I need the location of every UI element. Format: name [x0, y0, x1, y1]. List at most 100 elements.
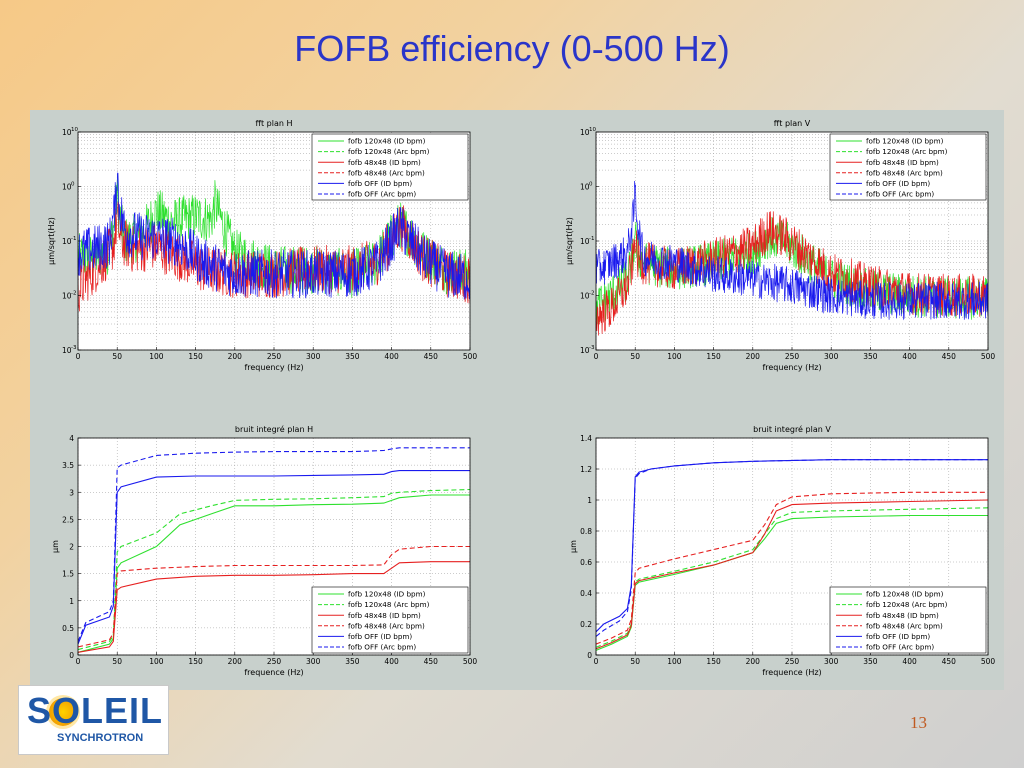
series-group: [78, 447, 470, 653]
series-line: [78, 545, 470, 648]
x-tick-label: 450: [942, 657, 957, 666]
y-tick-label-exp: -3: [71, 345, 77, 351]
y-tick-label-base: 10: [62, 183, 72, 192]
x-tick-label: 350: [345, 657, 360, 666]
x-axis-label: frequence (Hz): [244, 668, 303, 677]
x-tick-label: 100: [667, 657, 682, 666]
page-number: 13: [910, 713, 927, 732]
legend-box: [829, 133, 987, 201]
x-tick-label: 0: [594, 352, 599, 361]
y-axis-label: μm: [51, 540, 60, 553]
chart-3: 0 50 100 150 200 250 300 350 400 450 500 0 0.5 1 1.5 2 2…: [51, 424, 477, 677]
y-tick-label: 4: [69, 434, 74, 443]
y-tick-label: 1.4: [580, 434, 592, 443]
series-line: [78, 172, 470, 300]
y-tick-label-base: 10: [580, 128, 590, 137]
y-tick-label-base: 10: [580, 346, 590, 355]
logo-subtitle: SYNCHROTRON: [57, 732, 144, 744]
x-axis-label: frequence (Hz): [762, 668, 821, 677]
legend: fofb 120x48 (ID bpm)fofb 120x48 (Arc bpm…: [311, 586, 469, 654]
y-axis-label: μm/sqrt(Hz): [565, 217, 574, 265]
series-line: [596, 180, 988, 321]
y-tick-label-base: 10: [62, 237, 72, 246]
x-tick-label: 50: [630, 657, 640, 666]
legend-box: [311, 133, 469, 201]
legend-label: fofb 120x48 (Arc bpm): [866, 600, 948, 609]
chart-title: bruit integré plan H: [235, 424, 313, 434]
legend-label: fofb 48x48 (Arc bpm): [348, 621, 425, 630]
logo-text: SOLEIL: [27, 690, 164, 731]
legend-label: fofb 120x48 (ID bpm): [866, 590, 944, 599]
y-tick-label: 0.5: [62, 624, 74, 633]
x-tick-label: 250: [267, 657, 282, 666]
y-tick-label-exp: -1: [71, 236, 76, 242]
x-tick-label: 450: [424, 657, 439, 666]
y-tick-label: 2: [69, 543, 74, 552]
legend-label: fofb OFF (Arc bpm): [348, 643, 416, 652]
legend-label: fofb 48x48 (ID bpm): [348, 158, 421, 167]
legend-label: fofb OFF (ID bpm): [866, 632, 930, 641]
legend-label: fofb OFF (Arc bpm): [866, 643, 934, 652]
x-tick-label: 300: [306, 352, 321, 361]
soleil-logo: SOLEIL SYNCHROTRON: [18, 685, 169, 755]
y-tick-label-exp: -2: [589, 291, 594, 297]
y-tick-label-base: 10: [62, 292, 72, 301]
y-tick-label-exp: -3: [589, 345, 595, 351]
series-group: [596, 180, 988, 336]
series-group: [78, 172, 470, 312]
y-tick-label: 0.2: [580, 620, 592, 629]
y-tick-label: 3: [69, 488, 74, 497]
legend-label: fofb 120x48 (Arc bpm): [866, 147, 948, 156]
y-tick-label: 1.5: [62, 570, 74, 579]
x-tick-label: 150: [706, 352, 721, 361]
x-tick-label: 100: [149, 352, 164, 361]
legend-label: fofb OFF (Arc bpm): [348, 190, 416, 199]
x-tick-label: 200: [228, 352, 243, 361]
legend-label: fofb 48x48 (ID bpm): [866, 611, 939, 620]
legend-label: fofb 120x48 (Arc bpm): [348, 147, 430, 156]
x-tick-label: 0: [76, 352, 81, 361]
x-tick-label: 300: [824, 657, 839, 666]
x-tick-label: 200: [746, 352, 761, 361]
legend-label: fofb 48x48 (ID bpm): [866, 158, 939, 167]
series-line: [596, 459, 988, 637]
x-tick-label: 400: [384, 657, 399, 666]
legend-label: fofb 48x48 (Arc bpm): [348, 168, 425, 177]
x-tick-label: 350: [345, 352, 360, 361]
legend-label: fofb 48x48 (Arc bpm): [866, 621, 943, 630]
x-tick-label: 250: [785, 352, 800, 361]
legend-label: fofb OFF (ID bpm): [866, 179, 930, 188]
y-tick-label: 2.5: [62, 515, 74, 524]
x-tick-label: 350: [863, 657, 878, 666]
legend-label: fofb 120x48 (ID bpm): [348, 137, 426, 146]
x-tick-label: 0: [76, 657, 81, 666]
y-tick-label-exp: 0: [71, 182, 75, 188]
y-tick-label: 0.6: [580, 558, 592, 567]
y-tick-label: 0: [587, 651, 592, 660]
x-tick-label: 0: [594, 657, 599, 666]
x-tick-label: 250: [267, 352, 282, 361]
y-axis-label: μm/sqrt(Hz): [47, 217, 56, 265]
chart-title: bruit integré plan V: [753, 424, 831, 434]
x-tick-label: 450: [942, 352, 957, 361]
legend: fofb 120x48 (ID bpm)fofb 120x48 (Arc bpm…: [829, 133, 987, 201]
x-tick-label: 500: [981, 657, 996, 666]
x-tick-label: 150: [188, 352, 203, 361]
x-tick-label: 350: [863, 352, 878, 361]
x-axis-label: frequency (Hz): [244, 363, 303, 372]
y-tick-label-base: 10: [580, 183, 590, 192]
x-tick-label: 200: [746, 657, 761, 666]
series-line: [596, 507, 988, 648]
x-tick-label: 300: [306, 657, 321, 666]
y-tick-label-base: 10: [580, 292, 590, 301]
y-axis-label: μm: [569, 540, 578, 553]
legend-label: fofb 48x48 (Arc bpm): [866, 168, 943, 177]
x-tick-label: 500: [981, 352, 996, 361]
x-tick-label: 100: [667, 352, 682, 361]
y-tick-label: 1.2: [580, 465, 592, 474]
x-tick-label: 500: [463, 352, 478, 361]
legend-label: fofb OFF (ID bpm): [348, 179, 412, 188]
y-tick-label-base: 10: [62, 346, 72, 355]
